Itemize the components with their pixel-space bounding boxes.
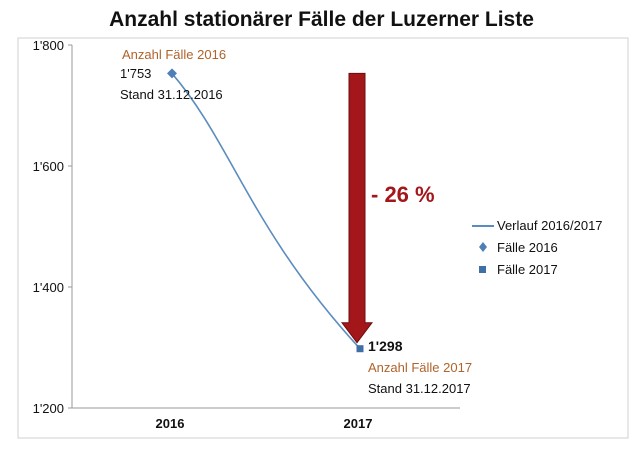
plot-frame (17, 37, 629, 439)
chart-title: Anzahl stationärer Fälle der Luzerner Li… (109, 8, 534, 31)
marker-faelle-2017 (356, 345, 364, 353)
legend-diamond-swatch (479, 242, 487, 252)
annotation-label-2017: Anzahl Fälle 2017 (368, 360, 472, 375)
decrease-arrow (341, 72, 373, 344)
annotation-stand-2017: Stand 31.12.2017 (368, 381, 471, 396)
y-tick-label: 1'600 (33, 159, 64, 174)
x-tick-label: 2017 (344, 416, 373, 431)
y-tick-label: 1'800 (33, 38, 64, 53)
legend-label-verlauf: Verlauf 2016/2017 (497, 218, 603, 233)
annotation-value-2017: 1'298 (368, 338, 403, 354)
annotation-label-2016: Anzahl Fälle 2016 (122, 47, 226, 62)
legend-square-swatch (479, 266, 486, 273)
arrow-body (341, 72, 373, 344)
y-tick-label: 1'200 (33, 401, 64, 416)
legend-label-faelle-2017: Fälle 2017 (497, 262, 558, 277)
legend-label-faelle-2016: Fälle 2016 (497, 240, 558, 255)
legend: Verlauf 2016/2017 Fälle 2016 Fälle 2017 (472, 218, 603, 277)
series-line-verlauf (171, 72, 361, 350)
annotation-stand-2016: Stand 31.12.2016 (120, 87, 223, 102)
annotation-value-2016: 1'753 (120, 66, 151, 81)
x-tick-label: 2016 (156, 416, 185, 431)
y-tick-label: 1'400 (33, 280, 64, 295)
change-percent-label: - 26 % (371, 182, 435, 207)
marker-faelle-2016 (167, 68, 177, 79)
